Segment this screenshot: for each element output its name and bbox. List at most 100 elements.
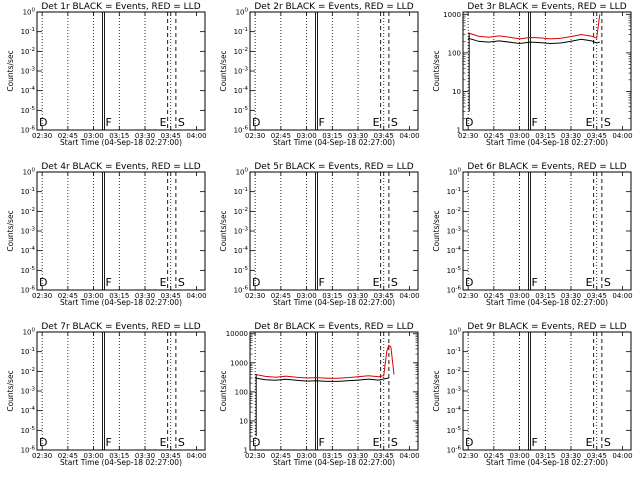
y-tick-label: 100 [236, 168, 249, 177]
panel-title: Det 2r BLACK = Events, RED = LLD [254, 2, 413, 12]
f-marker-label: F [319, 276, 325, 289]
x-tick-label: 03:30 [561, 292, 581, 300]
d-marker-label: D [252, 436, 260, 449]
x-tick-label: 03:45 [374, 292, 394, 300]
x-tick-label: 03:45 [161, 292, 181, 300]
e-marker-label: E [160, 276, 167, 289]
e-marker-label: E [373, 436, 380, 449]
y-tick-label: 10-6 [21, 286, 36, 295]
x-axis-label: Start Time (04-Sep-18 02:27:00) [486, 138, 608, 147]
x-tick-label: 04:00 [612, 452, 632, 460]
x-tick-label: 02:45 [58, 132, 78, 140]
s-marker-label: S [391, 276, 398, 289]
panel-1: Det 1r BLACK = Events, RED = LLD D F E S 02:3… [6, 2, 207, 147]
x-axis-label: Start Time (04-Sep-18 02:27:00) [486, 458, 608, 467]
x-tick-label: 03:45 [374, 132, 394, 140]
y-tick-label: 100 [449, 168, 462, 177]
e-marker-label: E [160, 436, 167, 449]
d-marker-label: D [465, 116, 473, 129]
d-marker-label: D [39, 116, 47, 129]
x-tick-label: 03:30 [135, 452, 155, 460]
y-tick-label: 10-5 [447, 426, 462, 435]
x-tick-label: 04:00 [186, 132, 206, 140]
y-tick-label: 10-1 [21, 27, 35, 36]
panel-7: Det 7r BLACK = Events, RED = LLD D F E S 02:3… [6, 322, 207, 467]
panel-3: Det 3r BLACK = Events, RED = LLD D F E S 02:3… [432, 2, 633, 147]
y-tick-label: 10-5 [21, 426, 36, 435]
y-axis-label: Counts/sec [432, 370, 441, 411]
x-axis-label: Start Time (04-Sep-18 02:27:00) [273, 458, 395, 467]
x-tick-label: 02:45 [271, 292, 291, 300]
y-tick-label: 10-5 [21, 266, 36, 275]
y-tick-label: 10-3 [447, 387, 462, 396]
f-marker-label: F [319, 116, 325, 129]
f-marker-label: F [532, 436, 538, 449]
y-axis-label: Counts/sec [432, 50, 441, 91]
y-tick-label: 100 [236, 8, 249, 17]
y-tick-label: 1 [457, 127, 461, 135]
y-axis-label: Counts/sec [219, 210, 228, 251]
plot-frame [249, 11, 419, 131]
panel-title: Det 8r BLACK = Events, RED = LLD [254, 322, 413, 332]
y-tick-label: 10-3 [447, 227, 462, 236]
y-tick-label: 10-6 [447, 286, 462, 295]
f-marker-label: F [106, 436, 112, 449]
y-tick-label: 10-1 [21, 347, 35, 356]
f-marker-label: F [319, 436, 325, 449]
x-tick-label: 02:30 [245, 292, 265, 300]
y-tick-label: 100 [23, 168, 36, 177]
y-tick-label: 10-4 [234, 86, 249, 95]
x-tick-label: 03:45 [161, 452, 181, 460]
s-marker-label: S [178, 276, 185, 289]
x-tick-label: 03:15 [109, 132, 129, 140]
y-tick-label: 10-3 [21, 387, 36, 396]
x-tick-label: 02:30 [32, 132, 52, 140]
y-tick-label: 10-2 [21, 367, 35, 376]
x-tick-label: 04:00 [612, 292, 632, 300]
x-tick-label: 03:45 [587, 452, 607, 460]
x-tick-label: 04:00 [399, 452, 419, 460]
d-marker-label: D [465, 276, 473, 289]
plot-frame [462, 331, 632, 451]
x-tick-label: 04:00 [612, 132, 632, 140]
x-tick-label: 03:30 [561, 132, 581, 140]
y-tick-label: 10-2 [234, 47, 248, 56]
x-tick-label: 04:00 [399, 292, 419, 300]
y-tick-label: 10 [239, 417, 248, 425]
y-tick-label: 100 [449, 328, 462, 337]
d-marker-label: D [252, 116, 260, 129]
d-marker-label: D [252, 276, 260, 289]
s-marker-label: S [604, 116, 611, 129]
y-axis-label: Counts/sec [6, 370, 15, 411]
x-tick-label: 03:30 [561, 452, 581, 460]
x-tick-label: 03:00 [509, 132, 529, 140]
y-tick-label: 10-2 [21, 207, 35, 216]
y-tick-label: 10-5 [234, 106, 249, 115]
panel-9: Det 9r BLACK = Events, RED = LLD D F E S 02:3… [432, 322, 633, 467]
s-marker-label: S [178, 436, 185, 449]
x-tick-label: 03:00 [509, 292, 529, 300]
x-tick-label: 03:15 [535, 452, 555, 460]
x-tick-label: 03:15 [322, 452, 342, 460]
x-tick-label: 02:30 [458, 292, 478, 300]
x-axis-label: Start Time (04-Sep-18 02:27:00) [60, 298, 182, 307]
s-marker-label: S [391, 436, 398, 449]
x-tick-label: 02:45 [484, 132, 504, 140]
x-tick-label: 03:00 [296, 452, 316, 460]
plot-frame [249, 171, 419, 291]
x-tick-label: 03:00 [296, 132, 316, 140]
s-marker-label: S [604, 276, 611, 289]
e-marker-label: E [586, 116, 593, 129]
e-marker-label: E [586, 276, 593, 289]
panel-title: Det 9r BLACK = Events, RED = LLD [467, 322, 626, 332]
x-tick-label: 03:15 [322, 292, 342, 300]
y-tick-label: 10-6 [234, 286, 249, 295]
x-tick-label: 02:45 [484, 292, 504, 300]
x-tick-label: 03:00 [296, 292, 316, 300]
x-tick-label: 03:45 [587, 132, 607, 140]
y-tick-label: 100 [23, 328, 36, 337]
y-tick-label: 10-6 [234, 126, 249, 135]
y-tick-label: 10-1 [234, 187, 248, 196]
e-marker-label: E [586, 436, 593, 449]
